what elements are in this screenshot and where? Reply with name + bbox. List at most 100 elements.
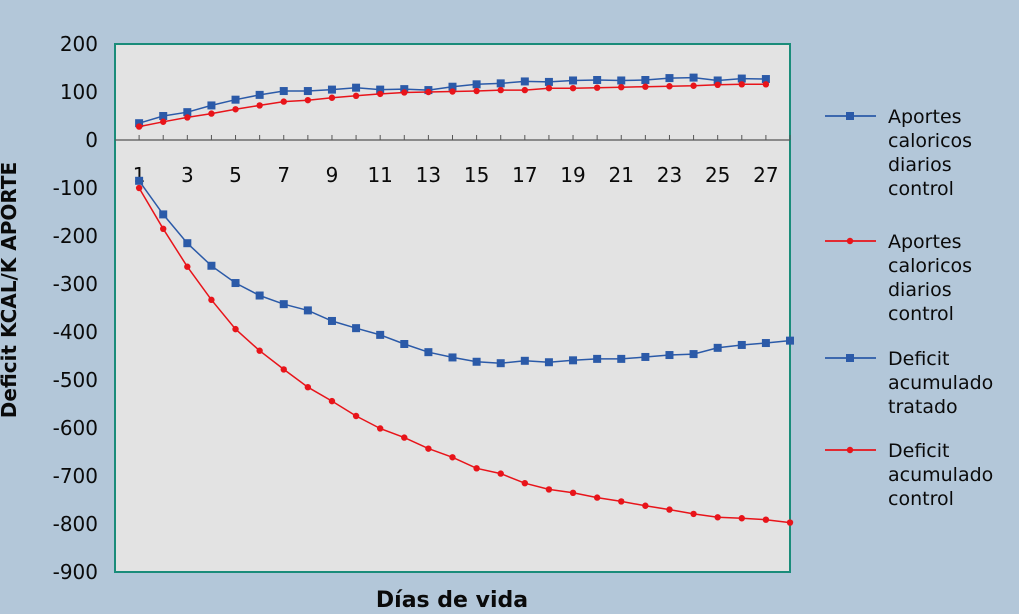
y-tick-label: -800 xyxy=(53,512,98,536)
series-1 xyxy=(135,73,770,128)
legend-item: Aportes caloricos diarios control xyxy=(825,106,972,200)
data-point xyxy=(352,92,360,100)
data-point xyxy=(569,356,578,365)
y-tick-label: -500 xyxy=(53,368,98,392)
data-point xyxy=(448,353,457,362)
legend-label: Deficit acumulado control xyxy=(888,440,993,510)
data-point xyxy=(496,359,505,368)
data-point xyxy=(449,88,456,95)
x-tick-label: 23 xyxy=(657,163,682,187)
data-point xyxy=(449,454,456,461)
data-point xyxy=(593,494,601,501)
series-line xyxy=(138,180,791,364)
y-tick-label: -300 xyxy=(53,272,98,296)
data-point xyxy=(786,336,794,345)
legend-item: Aportes caloricos diarios control xyxy=(825,231,972,325)
x-axis-label: Días de vida xyxy=(376,588,528,613)
legend-label: Aportes caloricos diarios control xyxy=(888,106,972,200)
data-point xyxy=(280,98,287,105)
data-point xyxy=(786,519,794,526)
data-point xyxy=(569,76,578,85)
legend-swatch-marker xyxy=(846,112,854,120)
data-point xyxy=(183,108,192,117)
data-point xyxy=(208,110,215,117)
data-point xyxy=(690,510,697,518)
data-point xyxy=(497,470,504,477)
data-point xyxy=(690,82,697,89)
data-point xyxy=(160,118,167,125)
data-point xyxy=(738,515,745,522)
data-point xyxy=(376,330,385,339)
data-point xyxy=(328,397,336,405)
data-point xyxy=(762,516,770,523)
data-point xyxy=(207,101,216,110)
data-point xyxy=(376,90,384,98)
data-point xyxy=(472,80,481,89)
data-point xyxy=(713,76,722,85)
legend-item: Deficit acumulado tratado xyxy=(825,348,993,418)
data-point xyxy=(642,83,649,90)
data-point xyxy=(520,77,529,86)
legend: Aportes caloricos diarios control Aportes cal… xyxy=(825,106,993,510)
data-point xyxy=(737,74,746,83)
data-point xyxy=(328,94,336,101)
y-tick-labels: 200 100 0 -100 -200 -300 -400 -500 -600 -700 -800 -… xyxy=(53,32,98,584)
y-tick-label: 200 xyxy=(60,32,98,56)
data-point xyxy=(135,123,143,130)
data-point xyxy=(520,356,529,365)
data-point xyxy=(473,87,480,95)
data-point xyxy=(642,502,649,509)
data-point xyxy=(279,300,288,309)
data-point xyxy=(303,306,312,315)
data-point xyxy=(207,261,216,270)
data-point xyxy=(448,82,457,91)
data-point xyxy=(569,489,577,496)
data-point xyxy=(159,210,168,219)
data-point xyxy=(618,498,625,505)
data-point xyxy=(352,83,361,92)
y-tick-label: -100 xyxy=(53,176,98,200)
legend-swatch-marker xyxy=(846,446,854,454)
data-point xyxy=(569,84,577,92)
data-point xyxy=(713,343,722,352)
data-point xyxy=(400,340,409,348)
legend-swatch-marker xyxy=(846,237,854,245)
data-point xyxy=(255,291,264,300)
x-tick-label: 11 xyxy=(367,163,392,187)
x-tick-label: 17 xyxy=(512,163,537,187)
data-point xyxy=(593,84,601,91)
data-point xyxy=(738,81,745,88)
data-point xyxy=(666,506,673,513)
data-point xyxy=(425,445,432,452)
data-point xyxy=(304,96,312,104)
x-tick-label: 9 xyxy=(326,163,339,187)
data-point xyxy=(232,106,239,113)
data-point xyxy=(593,354,602,363)
data-point xyxy=(714,514,721,521)
data-point xyxy=(135,184,143,192)
data-point xyxy=(231,95,240,104)
series-4 xyxy=(135,184,794,526)
data-point xyxy=(497,86,504,94)
data-point xyxy=(327,316,336,325)
x-tick-label: 21 xyxy=(609,163,634,187)
data-point xyxy=(544,358,553,367)
data-point xyxy=(232,325,239,333)
y-axis-label: Deficit KCAL/K APORTE xyxy=(0,162,21,418)
data-point xyxy=(641,352,650,361)
legend-item: Deficit acumulado control xyxy=(825,440,993,510)
x-tick-label: 27 xyxy=(753,163,778,187)
x-tick-label: 3 xyxy=(181,163,194,187)
data-point xyxy=(424,348,433,357)
y-tick-label: -700 xyxy=(53,464,98,488)
data-point xyxy=(183,239,192,248)
data-point xyxy=(327,85,336,94)
data-point xyxy=(593,76,602,84)
data-point xyxy=(617,76,626,85)
y-tick-label: -200 xyxy=(53,224,98,248)
y-tick-label: -600 xyxy=(53,416,98,440)
data-point xyxy=(255,90,264,99)
data-point xyxy=(135,176,144,185)
